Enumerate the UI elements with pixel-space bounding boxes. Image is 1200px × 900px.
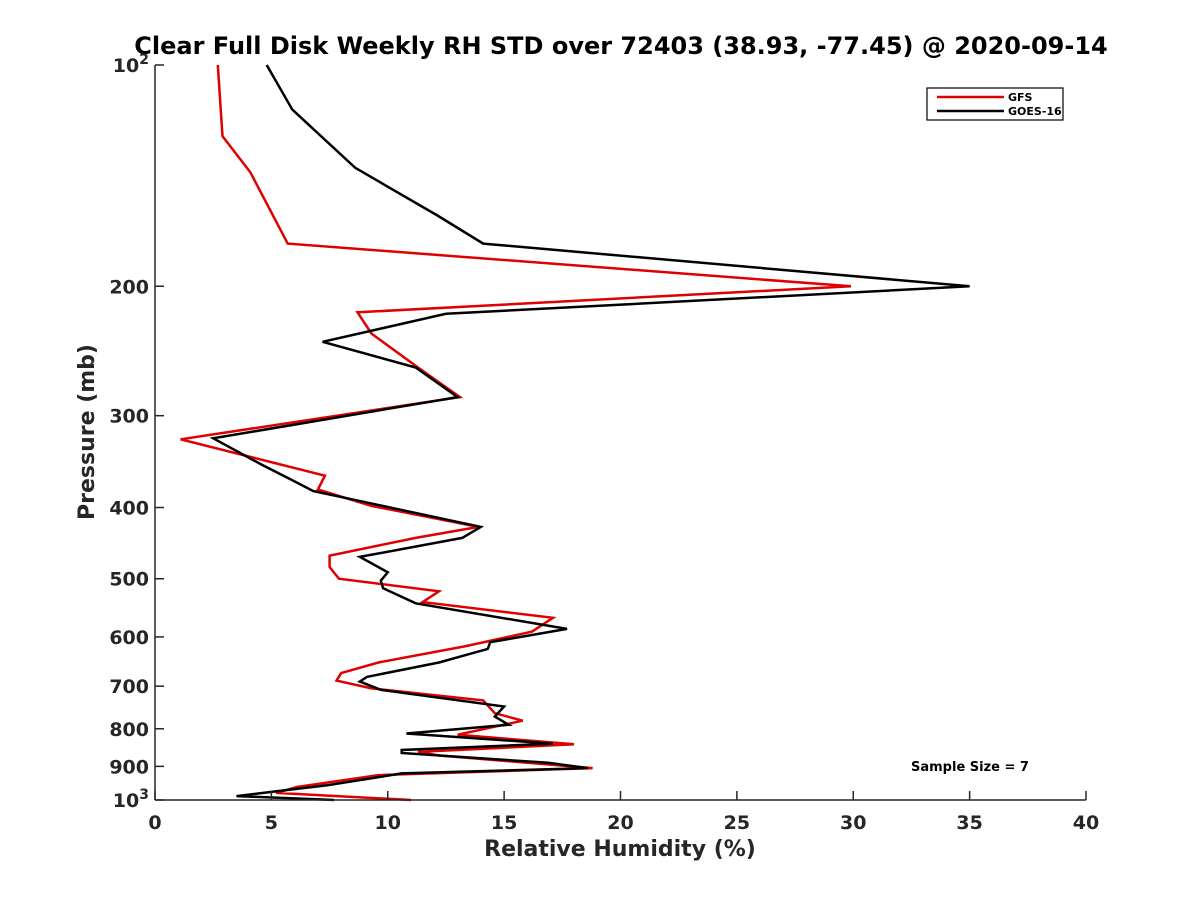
x-ticks: 0 5 10 15 20 25 30 35 40 (148, 791, 1099, 834)
y-tick-label: 600 (109, 627, 149, 649)
x-axis-label: Relative Humidity (%) (484, 837, 756, 862)
y-tick-label: 102 (113, 52, 149, 77)
legend-label-gfs: GFS (1008, 91, 1033, 104)
chart-title: Clear Full Disk Weekly RH STD over 72403… (134, 32, 1107, 60)
series-layer (180, 64, 970, 802)
y-tick-label: 200 (109, 276, 149, 298)
y-tick-label: 400 (109, 498, 149, 520)
legend: GFS GOES-16 (926, 87, 1064, 121)
y-tick-label: 700 (109, 676, 149, 698)
y-axis-label: Pressure (mb) (75, 344, 100, 520)
legend-label-goes16: GOES-16 (1008, 105, 1062, 118)
x-tick-label: 30 (840, 812, 866, 834)
y-tick-label: 500 (109, 569, 149, 591)
y-tick-label: 800 (109, 719, 149, 741)
x-tick-label: 0 (148, 812, 161, 834)
sample-size-annotation: Sample Size = 7 (911, 760, 1029, 775)
x-tick-label: 10 (375, 812, 401, 834)
x-tick-label: 35 (956, 812, 982, 834)
y-tick-label: 103 (113, 787, 149, 812)
series-line-gfs (180, 64, 851, 802)
x-tick-label: 40 (1073, 812, 1099, 834)
x-tick-label: 15 (491, 812, 517, 834)
y-tick-label: 300 (109, 406, 149, 428)
y-tick-label: 900 (109, 756, 149, 778)
x-tick-label: 25 (724, 812, 750, 834)
x-tick-label: 5 (265, 812, 278, 834)
legend-box (926, 87, 1064, 121)
series-line-goes16 (209, 64, 970, 802)
x-tick-label: 20 (607, 812, 633, 834)
y-ticks: 102 200 300 400 500 600 700 800 900 103 (109, 52, 164, 812)
